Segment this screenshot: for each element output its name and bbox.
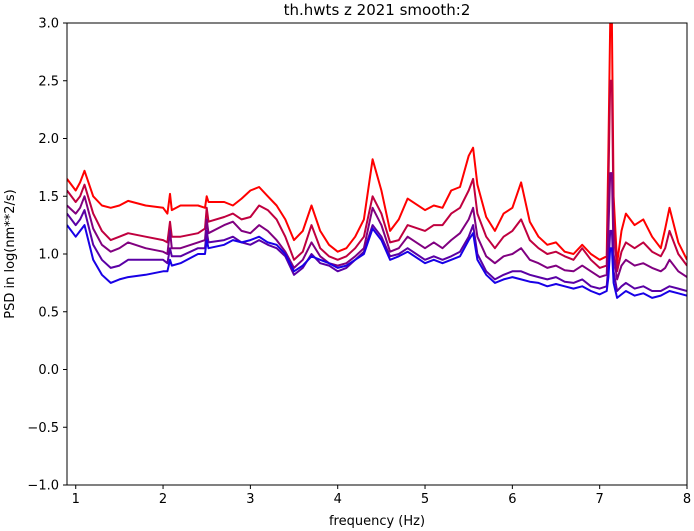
y-axis-title: PSD in log(nm**2/s)	[3, 189, 18, 319]
series-line-3	[67, 172, 687, 281]
y-tick-label: 1.5	[38, 190, 59, 205]
series-line-2	[67, 79, 687, 273]
y-tick-label: 2.5	[38, 74, 59, 89]
y-tick-label: 0.5	[38, 305, 59, 320]
y-tick-label: 2.0	[38, 132, 59, 147]
y-tick-label: −0.5	[27, 421, 59, 436]
axes: 1 2 3 4 5 6 7 8 −1.0 −0.5 0.0 0.5 1.0 1.5 2.0 2.5 3.0	[27, 17, 691, 508]
x-tick-label: 2	[159, 492, 167, 507]
series-line-5	[67, 224, 687, 299]
x-tick-label: 1	[72, 492, 80, 507]
x-tick-label: 4	[334, 492, 342, 507]
x-tick-label: 5	[421, 492, 429, 507]
series-lines	[67, 23, 687, 299]
x-tick-label: 8	[683, 492, 691, 507]
y-tick-label: 3.0	[38, 17, 59, 32]
chart-title: th.hwts z 2021 smooth:2	[284, 1, 471, 19]
x-tick-label: 3	[246, 492, 254, 507]
x-tick-label: 7	[596, 492, 604, 507]
y-tick-label: 1.0	[38, 248, 59, 263]
x-tick-label: 6	[508, 492, 516, 507]
y-tick-label: 0.0	[38, 363, 59, 378]
series-line-4	[67, 209, 687, 292]
x-axis-title: frequency (Hz)	[329, 514, 425, 529]
y-tick-label: −1.0	[27, 479, 59, 494]
series-line-1	[67, 23, 687, 265]
